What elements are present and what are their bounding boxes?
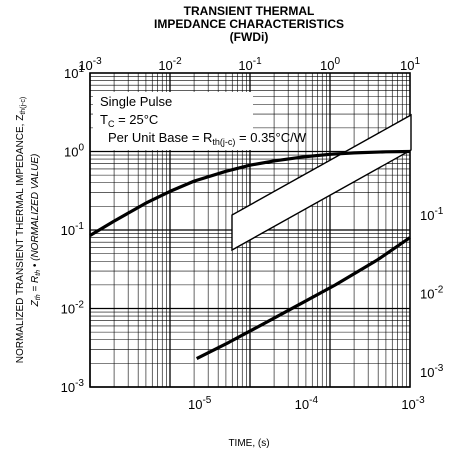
left-tick-label: 10-1	[61, 221, 85, 238]
y-axis-label-line-1: NORMALIZED TRANSIENT THERMAL IMPEDANCE, …	[15, 97, 27, 363]
left-tick-label: 101	[64, 64, 84, 81]
top-tick-label: 101	[400, 56, 420, 73]
right-tick-label: 10-3	[420, 363, 444, 380]
curves	[89, 149, 411, 361]
top-tick-label: 10-2	[158, 56, 182, 73]
x-axis-label: TIME, (s)	[228, 438, 269, 449]
annotation-single-pulse: Single Pulse	[100, 94, 172, 109]
series-line-top	[89, 149, 411, 237]
bottom-tick-label: 10-4	[295, 395, 319, 412]
bottom-tick-label: 10-3	[401, 395, 425, 412]
top-tick-label: 10-1	[238, 56, 262, 73]
y-axis-label-line-2: Zth = Rth • (NORMALIZED VALUE)	[30, 154, 42, 308]
right-tick-label: 10-1	[420, 206, 444, 223]
chart-title-line-2: IMPEDANCE CHARACTERISTICS	[154, 17, 344, 31]
left-tick-label: 10-2	[61, 300, 85, 317]
axis-break-band	[231, 113, 412, 252]
left-tick-label: 10-3	[61, 378, 85, 395]
annotation-unit-base: Per Unit Base = Rth(j-c) = 0.35°C/W	[108, 130, 307, 147]
top-tick-label: 10-3	[78, 56, 102, 73]
right-tick-label: 10-2	[420, 285, 444, 302]
left-tick-label: 100	[64, 143, 84, 160]
top-tick-label: 100	[320, 56, 340, 73]
plot-frame	[89, 72, 411, 388]
annotation-case-temp: TC = 25°C	[100, 112, 158, 129]
bottom-tick-label: 10-5	[188, 395, 212, 412]
series-line-bottom	[195, 236, 411, 361]
gridlines	[89, 73, 410, 388]
legend-box	[93, 92, 253, 150]
chart-title-line-3: (FWDi)	[230, 30, 269, 44]
chart-title-line-1: TRANSIENT THERMAL	[184, 4, 315, 18]
